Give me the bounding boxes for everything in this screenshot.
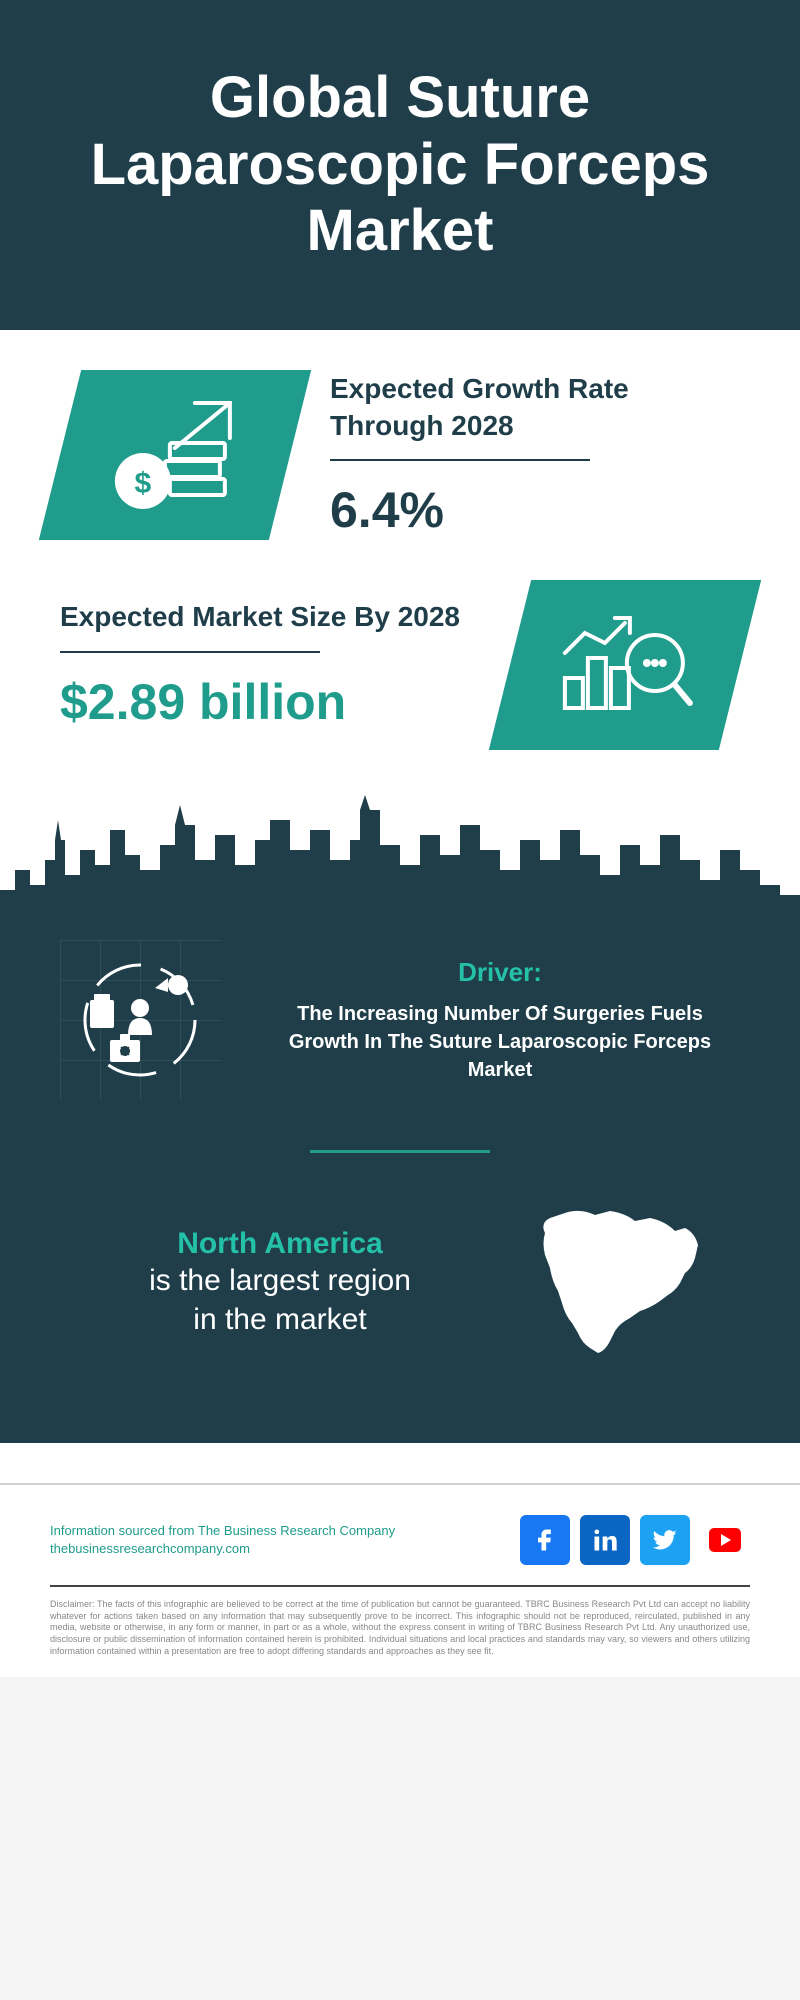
business-icons-graphic bbox=[60, 940, 220, 1100]
disclaimer-text: Disclaimer: The facts of this infographi… bbox=[50, 1585, 750, 1657]
divider bbox=[60, 651, 320, 653]
growth-rate-label: Expected Growth Rate Through 2028 bbox=[330, 371, 740, 444]
footer-top-row: Information sourced from The Business Re… bbox=[50, 1515, 750, 1565]
dark-section: Driver: The Increasing Number Of Surgeri… bbox=[0, 940, 800, 1443]
social-icons-row bbox=[520, 1515, 750, 1565]
driver-description: The Increasing Number Of Surgeries Fuels… bbox=[260, 1000, 740, 1084]
region-line1: is the largest region bbox=[80, 1261, 480, 1300]
youtube-icon[interactable] bbox=[700, 1515, 750, 1565]
money-growth-icon: $ bbox=[105, 393, 245, 513]
spacer bbox=[0, 1443, 800, 1483]
analytics-chart-icon bbox=[555, 603, 695, 723]
header-section: Global Suture Laparoscopic Forceps Marke… bbox=[0, 0, 800, 330]
north-america-map bbox=[520, 1203, 720, 1363]
twitter-icon[interactable] bbox=[640, 1515, 690, 1565]
region-highlight: North America bbox=[80, 1227, 480, 1261]
market-size-section: Expected Market Size By 2028 $2.89 billi… bbox=[0, 560, 800, 790]
skyline-graphic bbox=[0, 790, 800, 940]
growth-rate-section: $ Expected Growth Rate Through 2028 6.4% bbox=[0, 330, 800, 560]
growth-rate-stat: Expected Growth Rate Through 2028 6.4% bbox=[330, 371, 740, 539]
source-line1: Information sourced from The Business Re… bbox=[50, 1522, 395, 1540]
market-size-stat: Expected Market Size By 2028 $2.89 billi… bbox=[60, 599, 470, 730]
region-line2: in the market bbox=[80, 1300, 480, 1339]
infographic-container: Global Suture Laparoscopic Forceps Marke… bbox=[0, 0, 800, 1677]
driver-text-block: Driver: The Increasing Number Of Surgeri… bbox=[260, 957, 740, 1084]
source-attribution: Information sourced from The Business Re… bbox=[50, 1522, 395, 1558]
growth-rate-value: 6.4% bbox=[330, 481, 740, 539]
driver-row: Driver: The Increasing Number Of Surgeri… bbox=[60, 940, 740, 1100]
market-size-label: Expected Market Size By 2028 bbox=[60, 599, 470, 635]
driver-title: Driver: bbox=[260, 957, 740, 988]
svg-text:$: $ bbox=[135, 467, 152, 500]
teal-divider bbox=[310, 1150, 490, 1153]
driver-icon-box bbox=[60, 940, 220, 1100]
divider bbox=[330, 459, 590, 461]
market-size-value: $2.89 billion bbox=[60, 673, 470, 731]
analytics-icon-box bbox=[489, 580, 761, 750]
main-title: Global Suture Laparoscopic Forceps Marke… bbox=[60, 65, 740, 265]
source-line2: thebusinessresearchcompany.com bbox=[50, 1540, 395, 1558]
linkedin-icon[interactable] bbox=[580, 1515, 630, 1565]
region-text-block: North America is the largest region in t… bbox=[80, 1227, 480, 1339]
footer-section: Information sourced from The Business Re… bbox=[0, 1483, 800, 1677]
facebook-icon[interactable] bbox=[520, 1515, 570, 1565]
region-row: North America is the largest region in t… bbox=[60, 1203, 740, 1403]
money-growth-icon-box: $ bbox=[39, 370, 311, 540]
